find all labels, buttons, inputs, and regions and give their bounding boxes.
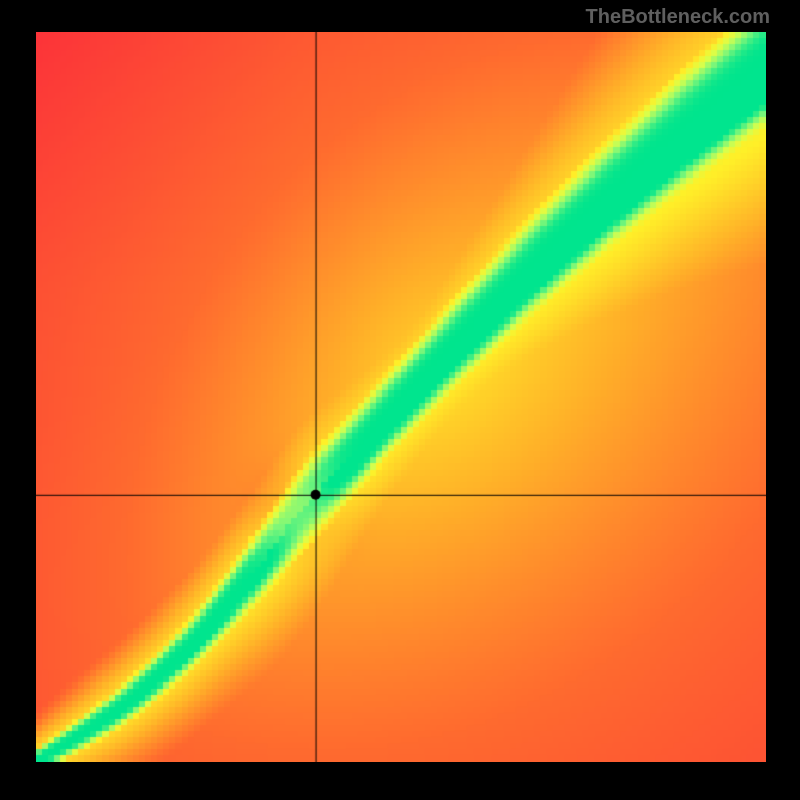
- bottleneck-heatmap: [36, 32, 766, 762]
- watermark-text: TheBottleneck.com: [586, 6, 770, 29]
- chart-container: TheBottleneck.com: [0, 0, 800, 800]
